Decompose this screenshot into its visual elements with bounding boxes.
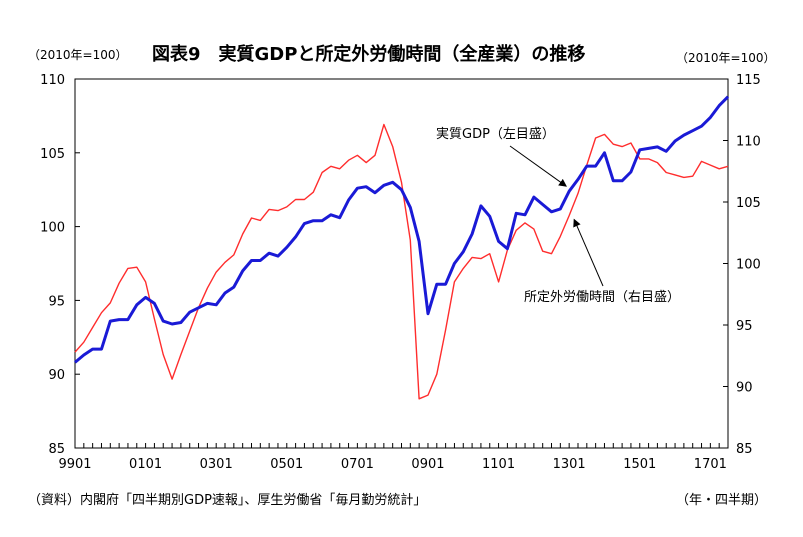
- overtime-label-arrow: [573, 218, 604, 287]
- right-axis-unit: （2010年=100）: [676, 51, 776, 65]
- overtime-hours-series-line: [74, 123, 729, 400]
- plot-area-frame: [74, 78, 729, 449]
- right-y-tick-label: 85: [736, 442, 753, 457]
- left-y-tick-label: 110: [40, 73, 65, 88]
- left-axis-unit: （2010年=100）: [28, 48, 128, 62]
- chart-title: 図表9 実質GDPと所定外労働時間（全産業）の推移: [152, 44, 586, 65]
- x-tick-label: 0101: [129, 457, 162, 472]
- right-y-tick-label: 110: [736, 135, 761, 150]
- x-tick-label: 1701: [694, 457, 727, 472]
- x-tick-label: 1101: [482, 457, 515, 472]
- gdp-label-arrow: [509, 145, 567, 187]
- left-y-tick-label: 85: [48, 442, 65, 457]
- right-y-tick-label: 115: [736, 73, 761, 88]
- x-tick-label: 0501: [270, 457, 303, 472]
- left-y-tick-label: 105: [40, 147, 65, 162]
- x-tick-label: 9901: [58, 457, 91, 472]
- x-tick-label: 1301: [553, 457, 586, 472]
- source-note: （資料）内閣府「四半期別GDP速報」、厚生労働省「毎月勤労統計」: [28, 493, 427, 508]
- overtime-series-label: 所定外労働時間（右目盛）: [524, 290, 680, 305]
- x-tick-label: 1501: [623, 457, 656, 472]
- right-y-tick-label: 100: [736, 258, 761, 273]
- gdp-series-label: 実質GDP（左目盛）: [436, 126, 555, 142]
- left-y-tick-label: 95: [48, 294, 65, 309]
- x-tick-label: 0701: [341, 457, 374, 472]
- left-y-tick-label: 90: [48, 368, 65, 383]
- left-y-tick-label: 100: [40, 221, 65, 236]
- x-tick-label: 0901: [411, 457, 444, 472]
- right-y-tick-label: 105: [736, 196, 761, 211]
- x-axis-unit: （年・四半期）: [676, 493, 768, 508]
- right-y-tick-label: 95: [736, 319, 753, 334]
- right-y-tick-label: 90: [736, 381, 753, 396]
- x-tick-label: 0301: [200, 457, 233, 472]
- gdp-series-line: [74, 95, 730, 364]
